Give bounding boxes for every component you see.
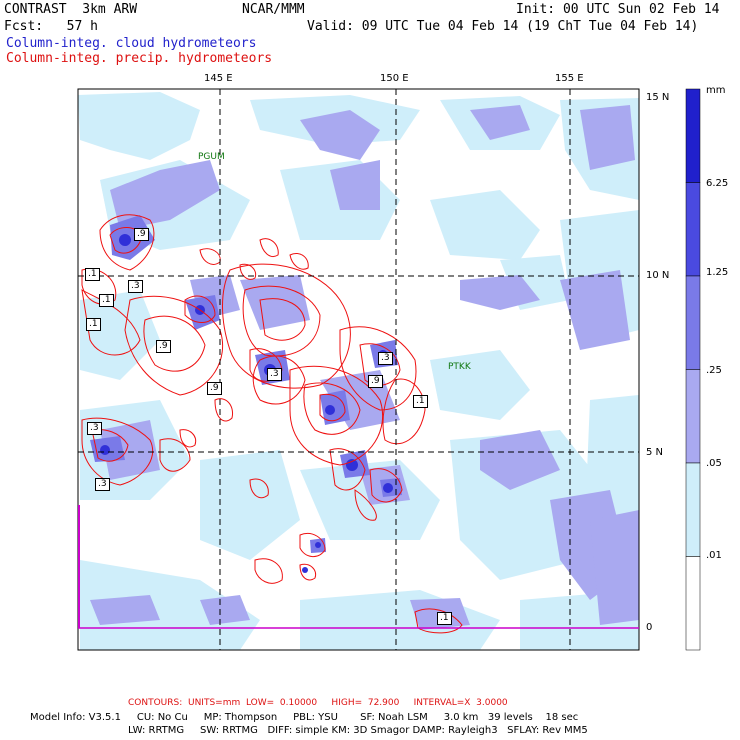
colorbar-level-001: .01 [706, 550, 722, 561]
lat-lon-grid [78, 89, 639, 650]
contour-label: .1 [85, 268, 100, 281]
contour-label: .1 [413, 395, 428, 408]
forecast-hour: Fcst: 57 h [4, 19, 98, 34]
field-precip-label: Column-integ. precip. hydrometeors [6, 51, 273, 66]
lat-label-5n: 5 N [646, 447, 664, 458]
model-title: CONTRAST 3km ARW [4, 2, 138, 17]
contour-label: .9 [207, 382, 222, 395]
contour-label: .9 [368, 375, 383, 388]
contour-label: .1 [437, 612, 452, 625]
colorbar [685, 88, 701, 651]
colorbar-unit: mm [706, 85, 726, 96]
colorbar-swatch [685, 182, 701, 277]
contour-label: .1 [99, 294, 114, 307]
contour-label: .3 [87, 422, 102, 435]
contour-label: .9 [156, 340, 171, 353]
station-pgum: PGUM [198, 152, 225, 162]
contour-label: .3 [267, 368, 282, 381]
contour-label: .3 [95, 478, 110, 491]
lat-label-15n: 15 N [646, 92, 670, 103]
model-info-line2: LW: RRTMG SW: RRTMG DIFF: simple KM: 3D … [128, 725, 588, 736]
lon-label-145: 145 E [204, 73, 233, 84]
colorbar-level-005: .05 [706, 458, 722, 469]
field-cloud-label: Column-integ. cloud hydrometeors [6, 36, 257, 51]
colorbar-swatch [685, 88, 701, 183]
init-time: Init: 00 UTC Sun 02 Feb 14 [516, 2, 720, 17]
colorbar-level-625: 6.25 [706, 178, 729, 189]
contour-label: .3 [378, 352, 393, 365]
station-ptkk: PTKK [448, 362, 471, 372]
colorbar-swatch [685, 556, 701, 651]
colorbar-swatch [685, 275, 701, 370]
colorbar-swatch [685, 462, 701, 557]
lon-label-155: 155 E [555, 73, 584, 84]
lat-label-equator: 0 [646, 622, 653, 633]
contours-info: CONTOURS: UNITS=mm LOW= 0.10000 HIGH= 72… [128, 698, 508, 708]
colorbar-level-025: .25 [706, 365, 722, 376]
colorbar-swatch [685, 369, 701, 464]
contour-label: .1 [86, 318, 101, 331]
model-info-line1: Model Info: V3.5.1 CU: No Cu MP: Thompso… [30, 712, 579, 723]
contour-label: .3 [128, 280, 143, 293]
lon-label-150: 150 E [380, 73, 409, 84]
contour-label: .9 [134, 228, 149, 241]
valid-time: Valid: 09 UTC Tue 04 Feb 14 (19 ChT Tue … [307, 19, 699, 34]
center-name: NCAR/MMM [242, 2, 305, 17]
lat-label-10n: 10 N [646, 270, 670, 281]
map-border [77, 88, 640, 651]
precip-contours [81, 214, 463, 634]
colorbar-level-125: 1.25 [706, 267, 729, 278]
shading-layer [78, 89, 639, 650]
